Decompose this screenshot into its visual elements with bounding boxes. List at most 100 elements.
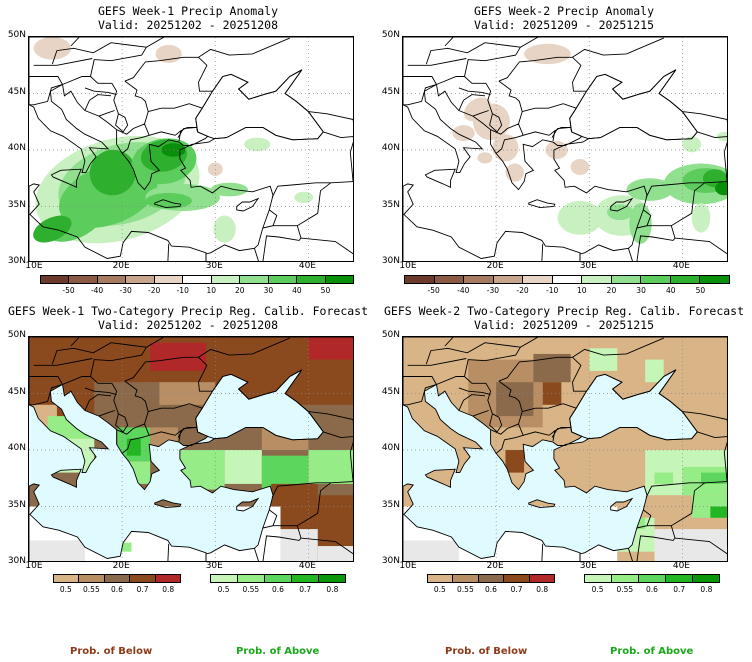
longitude-label: 30E: [205, 261, 223, 271]
panel-valid: Valid: 20251209 - 20251215: [473, 18, 654, 32]
latitude-label: 40N: [7, 443, 26, 453]
probability-cell: [654, 529, 727, 561]
longitude-label: 40E: [298, 261, 316, 271]
probability-cell: [122, 542, 132, 552]
colorbar-tick-label: -50: [427, 286, 440, 295]
country-border: [167, 243, 170, 261]
country-border: [253, 248, 259, 261]
anomaly-contour: [452, 125, 475, 141]
latitude-label: 30N: [7, 556, 26, 566]
country-border: [33, 358, 93, 366]
colorbar-tick-label: 0.7: [136, 585, 149, 594]
country-border: [124, 380, 149, 425]
panel-week1-prob: GEFS Week-1 Two-Category Precip Reg. Cal…: [0, 300, 376, 600]
colorbar-tick-label: 0.55: [457, 585, 474, 594]
colorbar-swatch: [639, 575, 666, 582]
colorbar-swatch: [69, 276, 98, 283]
country-border: [124, 356, 213, 392]
country-border: [498, 56, 587, 92]
probability-cell: [308, 450, 353, 484]
longitude-label: 20E: [112, 561, 130, 571]
colorbar-tick-label: -20: [148, 286, 161, 295]
country-border: [149, 126, 197, 136]
panel-title: GEFS Week-2 Precip Anomaly: [473, 4, 654, 18]
prob-above-label: Prob. of Above: [610, 646, 694, 657]
anomaly-contour: [682, 136, 702, 153]
colorbar-tick-label: 20: [606, 286, 617, 295]
country-border: [178, 430, 182, 442]
country-border: [647, 482, 706, 527]
prob-above-label: Prob. of Above: [236, 646, 320, 657]
longitude-label: 20E: [486, 561, 504, 571]
longitude-label: 20E: [486, 261, 504, 271]
country-border: [522, 403, 577, 413]
colorbar-swatch: [265, 575, 292, 582]
anomaly-colorbar: [40, 275, 354, 284]
map-canvas: [403, 37, 727, 261]
panel-week2-prob: GEFS Week-2 Two-Category Precip Reg. Cal…: [376, 300, 752, 600]
prob-below-label: Prob. of Below: [70, 646, 153, 657]
longitude-label: 20E: [112, 261, 130, 271]
colorbar-swatch: [54, 575, 80, 582]
latitude-label: 30N: [381, 556, 400, 566]
coastline: [236, 197, 260, 212]
country-border: [308, 411, 353, 423]
latitude-label: 50N: [7, 30, 26, 40]
probability-cell: [126, 438, 141, 456]
map-canvas: [29, 37, 353, 261]
country-border: [498, 356, 587, 392]
country-border: [98, 410, 115, 417]
probability-cell: [224, 450, 262, 484]
coastline-black-sea: [195, 69, 324, 141]
colorbar-tick-label: 0.7: [510, 585, 523, 594]
country-border: [124, 56, 213, 92]
coastline: [50, 168, 82, 189]
colorbar-swatch: [552, 276, 583, 283]
country-border: [436, 376, 503, 433]
latitude-label: 35N: [381, 499, 400, 510]
anomaly-contour: [524, 43, 571, 65]
country-border: [262, 509, 278, 529]
probability-cell: [701, 472, 727, 484]
colorbar-tick-label: 0.8: [326, 585, 339, 594]
country-border: [271, 181, 353, 198]
probability-cell: [150, 342, 206, 371]
colorbar-tick-label: 50: [695, 286, 706, 295]
anomaly-colorbar: [404, 275, 730, 284]
colorbar-tick-label: 0.6: [111, 585, 123, 594]
anomaly-contour: [570, 159, 590, 175]
latitude-label: 30N: [381, 256, 400, 266]
colorbar-swatch: [641, 276, 671, 283]
country-border: [627, 548, 633, 561]
colorbar-swatch: [693, 575, 719, 582]
coastline: [50, 468, 82, 489]
country-border: [198, 37, 290, 58]
colorbar-swatch: [155, 575, 181, 582]
colorbar-tick-label: -20: [516, 286, 529, 295]
country-border: [178, 130, 182, 142]
country-border: [670, 225, 676, 239]
anomaly-contour: [492, 134, 519, 162]
colorbar-tick-label: 40: [292, 286, 302, 295]
colorbar-tick-label: 0.8: [162, 585, 175, 594]
latitude-label: 40N: [381, 143, 400, 153]
longitude-label: 30E: [579, 261, 597, 271]
colorbar-swatch: [292, 575, 319, 582]
colorbar-swatch: [504, 575, 530, 582]
country-border: [552, 430, 556, 442]
latitude-label: 35N: [381, 199, 400, 210]
colorbar-swatch: [428, 575, 454, 582]
probability-cell: [663, 359, 727, 405]
country-border: [636, 235, 727, 261]
country-border: [84, 87, 117, 96]
country-border: [464, 37, 539, 77]
anomaly-contour: [477, 152, 493, 164]
country-border: [84, 94, 112, 111]
country-border: [627, 248, 633, 261]
probability-cell: [317, 495, 353, 552]
latitude-label: 50N: [7, 330, 26, 340]
country-border: [444, 37, 454, 47]
colorbar-swatch: [211, 575, 238, 582]
probability-cell: [308, 337, 353, 360]
panel-title: GEFS Week-1 Two-Category Precip Reg. Cal…: [7, 304, 369, 318]
